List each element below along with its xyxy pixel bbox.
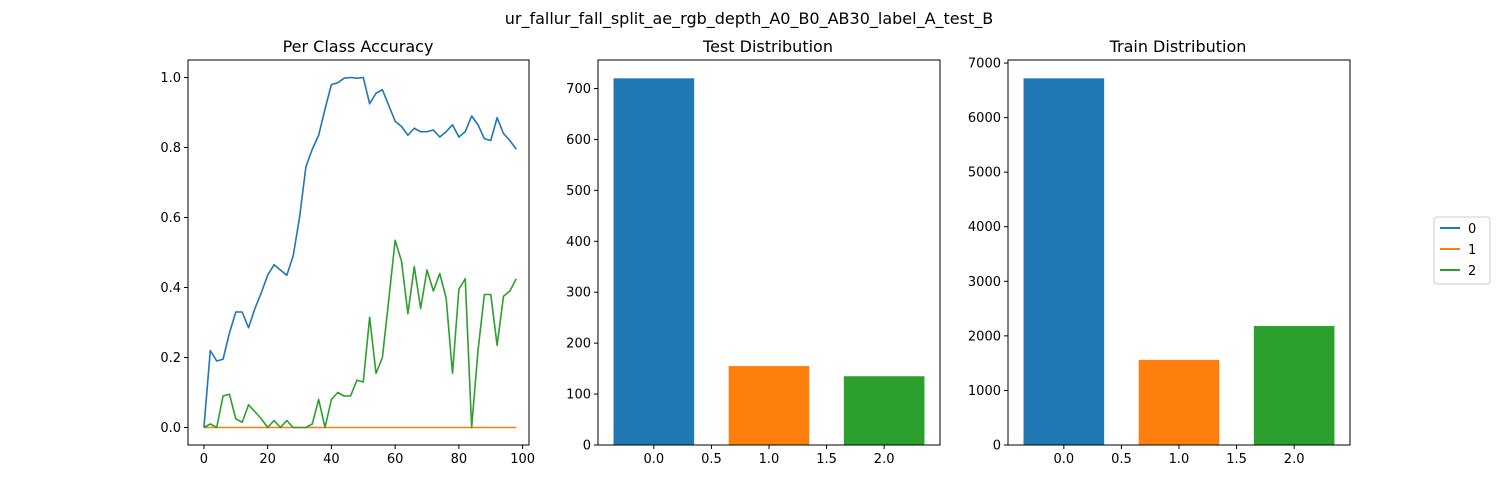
axes-frame: [187, 59, 530, 446]
test-distribution-panel: Test Distribution 0.0 0.5 1.0 1.5 2.0 0 100 200…: [566, 37, 941, 467]
y-tick-label: 300: [566, 286, 591, 301]
y-tick-label: 1.0: [160, 71, 181, 86]
x-tick-label: 20: [259, 452, 276, 467]
y-tick-label: 600: [566, 133, 591, 148]
y-tick-label: 100: [566, 388, 591, 403]
per-class-accuracy-panel: Per Class Accuracy 0 20 40 60 80 100 0.0 0.2 0.4…: [160, 37, 535, 467]
x-tick-label: 0.0: [1054, 452, 1075, 467]
x-tick-label: 100: [510, 452, 535, 467]
series-line-0: [203, 76, 517, 428]
y-tick-label: 0.2: [160, 351, 181, 366]
y-tick-label: 6000: [968, 111, 1001, 126]
legend-label-1: 1: [1468, 243, 1476, 258]
figure-suptitle: ur_fallur_fall_split_ae_rgb_depth_A0_B0_…: [505, 9, 993, 29]
train-distribution-panel: Train Distribution 0.0 0.5 1.0 1.5 2.0 0 1000 2…: [968, 37, 1351, 467]
series-line-2: [203, 239, 517, 429]
y-tick-label: 7000: [968, 57, 1001, 72]
y-tick-label: 0.8: [160, 141, 181, 156]
x-tick-label: 0.5: [1111, 452, 1132, 467]
x-tick-label: 1.5: [816, 452, 837, 467]
y-tick-label: 0.4: [160, 281, 181, 296]
y-tick-label: 0.6: [160, 211, 181, 226]
x-tick-label: 0.0: [644, 452, 665, 467]
bar-2.0: [843, 376, 925, 445]
test-distribution-title: Test Distribution: [702, 37, 833, 56]
y-tick-label: 400: [566, 235, 591, 250]
x-tick-label: 2.0: [874, 452, 895, 467]
y-tick-label: 5000: [968, 166, 1001, 181]
y-tick-label: 200: [566, 337, 591, 352]
x-tick-label: 0: [200, 452, 208, 467]
y-tick-label: 3000: [968, 275, 1001, 290]
bar-0.0: [613, 78, 695, 445]
y-tick-label: 700: [566, 82, 591, 97]
y-tick-label: 1000: [968, 384, 1001, 399]
bar-0.0: [1023, 78, 1105, 445]
legend: 0 1 2: [1433, 216, 1491, 285]
x-tick-label: 40: [323, 452, 340, 467]
y-tick-label: 0: [993, 439, 1001, 454]
y-tick-label: 4000: [968, 220, 1001, 235]
y-tick-label: 2000: [968, 329, 1001, 344]
y-tick-label: 500: [566, 184, 591, 199]
per-class-accuracy-title: Per Class Accuracy: [283, 37, 434, 56]
legend-label-0: 0: [1468, 222, 1476, 237]
x-tick-label: 80: [451, 452, 468, 467]
y-tick-label: 0.0: [160, 421, 181, 436]
x-tick-label: 2.0: [1284, 452, 1305, 467]
x-tick-label: 0.5: [701, 452, 722, 467]
x-tick-label: 60: [387, 452, 404, 467]
bar-1.0: [728, 366, 810, 445]
x-tick-label: 1.5: [1226, 452, 1247, 467]
x-tick-label: 1.0: [759, 452, 780, 467]
legend-frame: [1433, 216, 1491, 285]
legend-label-2: 2: [1468, 264, 1476, 279]
x-tick-label: 1.0: [1169, 452, 1190, 467]
train-distribution-title: Train Distribution: [1109, 37, 1247, 56]
bar-2.0: [1253, 326, 1335, 445]
bar-1.0: [1138, 359, 1220, 445]
y-tick-label: 0: [583, 439, 591, 454]
